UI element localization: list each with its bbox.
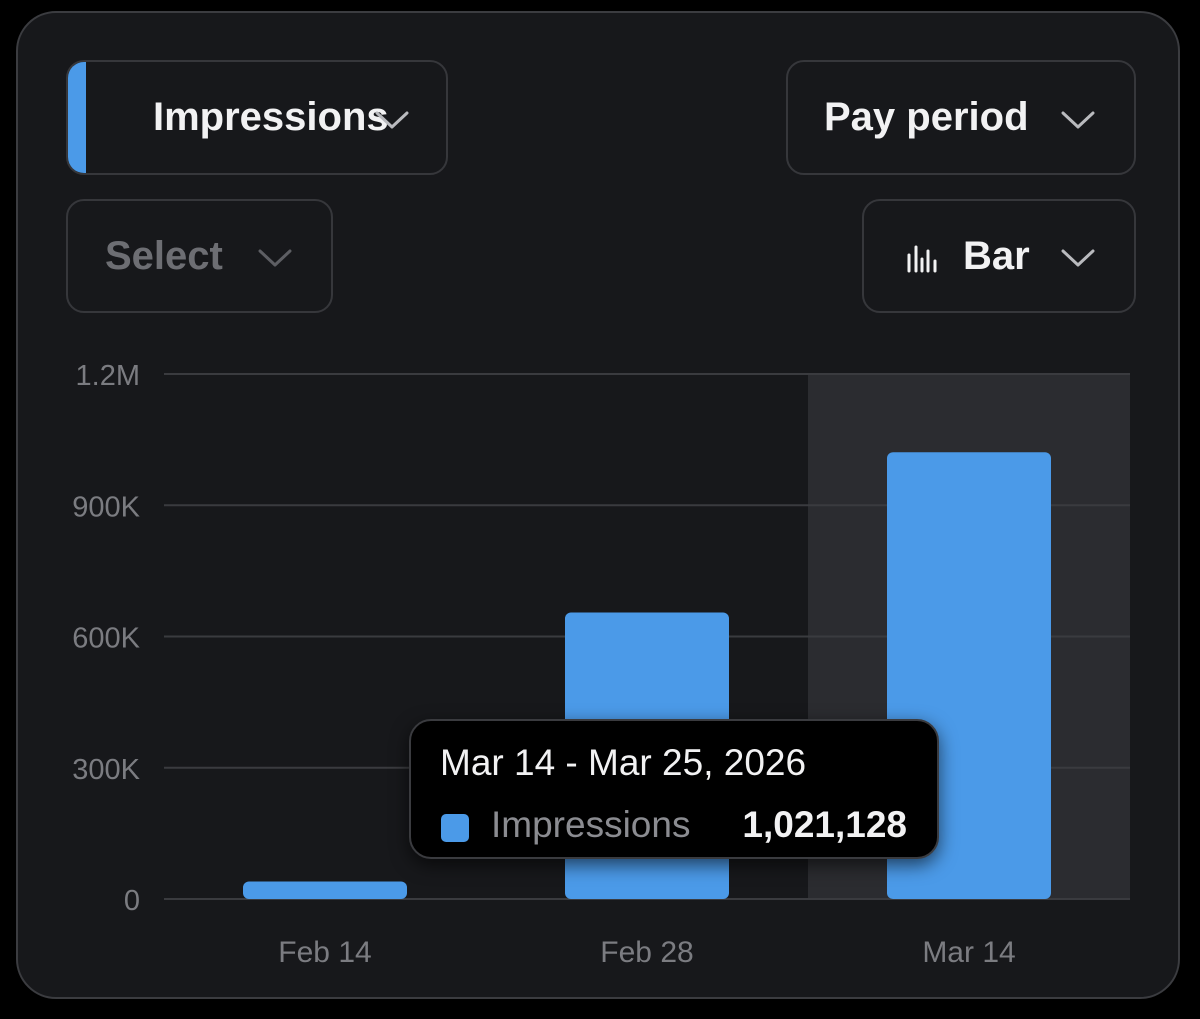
chevron-down-icon [258,249,292,267]
tooltip-date-range: Mar 14 - Mar 25, 2026 [440,742,807,783]
x-tick-label: Feb 28 [600,936,693,969]
period-dropdown[interactable]: Pay period [786,60,1136,175]
bar [243,881,407,899]
tooltip-series-swatch [441,814,469,842]
tooltip-series-label: Impressions [491,804,691,845]
y-tick-label: 1.2M [76,360,140,392]
y-tick-label: 900K [72,491,140,523]
chevron-down-icon [1061,249,1095,267]
y-tick-label: 300K [72,754,140,786]
y-tick-label: 0 [124,885,140,917]
x-tick-label: Feb 14 [278,936,371,969]
chevron-down-icon [1061,111,1095,129]
metric-color-indicator [68,62,86,173]
compare-dropdown[interactable]: Select [66,199,333,313]
y-tick-label: 600K [72,623,140,655]
tooltip-value: 1,021,128 [742,804,907,845]
period-dropdown-label: Pay period [824,95,1029,139]
chevron-down-icon [375,111,409,129]
analytics-card: Impressions Pay period Select Bar [16,11,1180,999]
metric-dropdown-label: Impressions [153,95,389,139]
x-tick-label: Mar 14 [922,936,1015,969]
chart-tooltip: Mar 14 - Mar 25, 2026 Impressions 1,021,… [409,719,939,859]
metric-dropdown[interactable]: Impressions [66,60,448,175]
bar-chart-icon [907,245,937,273]
chart-type-label: Bar [963,234,1030,278]
compare-dropdown-label: Select [105,234,223,278]
chart-type-dropdown[interactable]: Bar [862,199,1136,313]
